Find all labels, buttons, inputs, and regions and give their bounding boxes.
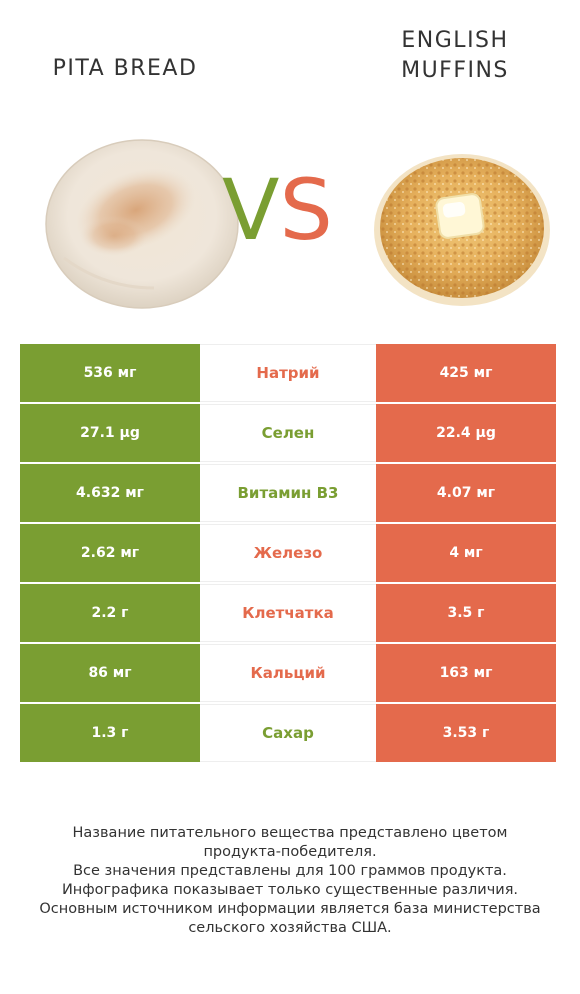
- left-value: 536 мг: [20, 344, 200, 402]
- table-row: 2.2 г Клетчатка 3.5 г: [20, 584, 556, 642]
- nutrient-name: Натрий: [200, 344, 376, 402]
- right-food-title-line2: MUFFINS: [401, 58, 509, 83]
- left-value: 27.1 µg: [20, 404, 200, 462]
- right-value: 22.4 µg: [376, 404, 556, 462]
- table-row: 4.632 мг Витамин B3 4.07 мг: [20, 464, 556, 522]
- nutrient-name: Железо: [200, 524, 376, 582]
- left-value: 2.62 мг: [20, 524, 200, 582]
- table-row: 536 мг Натрий 425 мг: [20, 344, 556, 402]
- nutrient-name: Сахар: [200, 704, 376, 762]
- footer-line: Инфографика показывает только существенн…: [61, 882, 519, 898]
- footer-line: Все значения представлены для 100 граммо…: [73, 863, 507, 879]
- nutrient-name: Витамин B3: [200, 464, 376, 522]
- nutrient-name: Кальций: [200, 644, 376, 702]
- table-row: 86 мг Кальций 163 мг: [20, 644, 556, 702]
- footer-note: Название питательного вещества представл…: [20, 824, 560, 938]
- vs-label: VS: [222, 168, 333, 252]
- comparison-table: 536 мг Натрий 425 мг 27.1 µg Селен 22.4 µg 4.6…: [20, 344, 556, 764]
- footer-line: Название питательного вещества представл…: [72, 825, 508, 841]
- nutrient-name: Клетчатка: [200, 584, 376, 642]
- right-food-title: ENGLISH MUFFINS: [330, 26, 580, 86]
- left-value: 2.2 г: [20, 584, 200, 642]
- right-value: 3.5 г: [376, 584, 556, 642]
- table-row: 1.3 г Сахар 3.53 г: [20, 704, 556, 762]
- right-value: 4 мг: [376, 524, 556, 582]
- left-value: 1.3 г: [20, 704, 200, 762]
- pita-bread-image: [45, 139, 239, 309]
- left-value: 86 мг: [20, 644, 200, 702]
- right-value: 425 мг: [376, 344, 556, 402]
- right-value: 163 мг: [376, 644, 556, 702]
- table-row: 27.1 µg Селен 22.4 µg: [20, 404, 556, 462]
- left-value: 4.632 мг: [20, 464, 200, 522]
- right-food-title-line1: ENGLISH: [401, 28, 509, 53]
- right-value: 4.07 мг: [376, 464, 556, 522]
- footer-line: продукта-победителя.: [203, 844, 377, 860]
- vs-v: V: [222, 161, 280, 259]
- right-value: 3.53 г: [376, 704, 556, 762]
- table-row: 2.62 мг Железо 4 мг: [20, 524, 556, 582]
- nutrient-name: Селен: [200, 404, 376, 462]
- footer-line: Основным источником информации является …: [39, 901, 541, 917]
- vs-s: S: [279, 161, 333, 259]
- left-food-title: PITA BREAD: [52, 56, 198, 81]
- english-muffin-image: [374, 154, 550, 306]
- footer-line: сельского хозяйства США.: [188, 920, 392, 936]
